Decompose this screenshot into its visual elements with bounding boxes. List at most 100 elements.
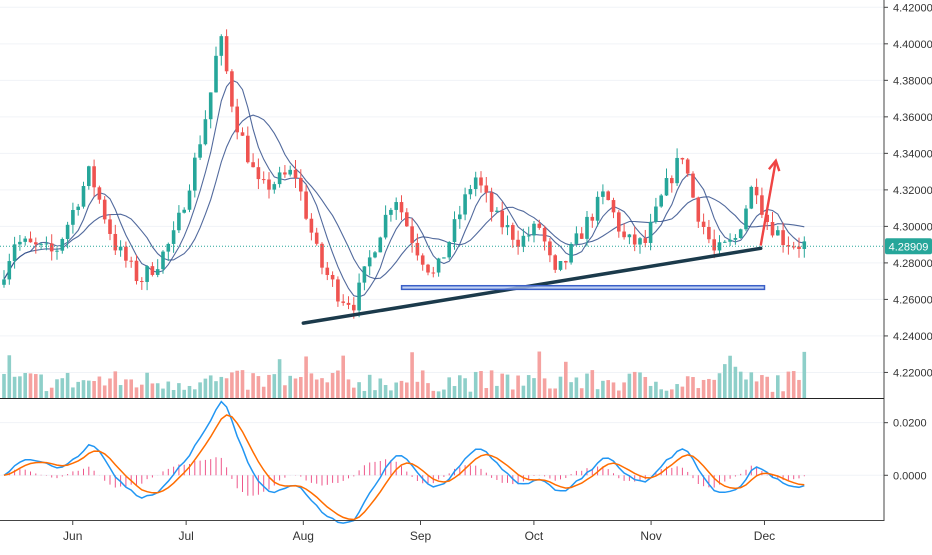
candle-body	[134, 260, 139, 282]
volume-bar	[431, 390, 436, 398]
candle-body	[691, 173, 695, 198]
candle	[108, 214, 112, 241]
candle	[723, 240, 727, 243]
candle-body	[521, 235, 526, 247]
price-tick-label: 4.26000	[893, 294, 932, 306]
volume-bar	[150, 383, 155, 398]
candle	[611, 197, 616, 219]
candle-body	[352, 304, 356, 311]
volume-bar	[802, 351, 807, 398]
volume-bar	[680, 386, 685, 398]
volume-bar	[71, 387, 75, 398]
volume-bar	[140, 384, 144, 398]
volume-bar	[28, 373, 33, 398]
volume-bar	[113, 371, 118, 398]
candle	[776, 225, 780, 236]
volume-bar	[346, 379, 351, 398]
candle	[171, 221, 176, 253]
candle-body	[113, 233, 118, 251]
time-tick-label: Dec	[754, 529, 775, 543]
volume-bar	[240, 370, 245, 398]
candle-body	[208, 92, 213, 120]
candle-body	[463, 194, 467, 215]
candle-body	[468, 189, 473, 195]
candle-body	[537, 223, 542, 228]
candle-body	[797, 246, 801, 249]
volume-bar	[18, 376, 22, 398]
volume-bar	[23, 372, 27, 398]
candle-body	[442, 257, 446, 259]
candle-body	[447, 242, 451, 258]
candle	[230, 69, 234, 113]
candle-body	[12, 244, 17, 262]
candle	[65, 221, 70, 249]
volume-bar	[601, 380, 605, 398]
candle	[670, 175, 674, 193]
candle-body	[749, 186, 754, 209]
volume-bar	[606, 380, 610, 398]
candle	[71, 202, 75, 234]
candle-body	[55, 250, 59, 252]
volume-bar	[717, 373, 722, 398]
candle	[288, 165, 292, 177]
volume-bar	[436, 391, 441, 398]
candle-body	[383, 214, 388, 238]
candle	[240, 127, 245, 137]
candle	[87, 165, 91, 190]
candle	[749, 185, 754, 210]
volume-bar	[712, 379, 716, 398]
time-tick-label: Oct	[525, 529, 544, 543]
candle-body	[595, 196, 600, 221]
volume-bar	[161, 388, 165, 398]
candle-body	[203, 119, 208, 145]
volume-bar	[776, 375, 780, 398]
candle-body	[65, 224, 70, 239]
candle-body	[728, 239, 732, 242]
candle	[632, 226, 637, 252]
volume-bar	[224, 378, 229, 398]
candle-body	[304, 191, 308, 219]
candle-body	[760, 195, 764, 215]
volume-bar	[664, 390, 669, 398]
moving-averages	[3, 79, 805, 298]
candle	[701, 213, 706, 235]
volume-bar	[632, 371, 637, 398]
volume-bar	[352, 387, 356, 398]
volume-bar	[267, 374, 271, 398]
volume-bar	[452, 386, 457, 398]
candle-body	[436, 258, 441, 273]
candle	[394, 197, 398, 220]
candle	[299, 169, 303, 201]
volume-bar	[81, 380, 86, 398]
candle	[415, 233, 420, 261]
candle	[511, 222, 515, 248]
volume-bar	[309, 373, 314, 398]
candle	[516, 230, 520, 255]
volume-bar	[701, 379, 706, 398]
candle	[28, 231, 33, 243]
volume-bar	[797, 379, 801, 398]
candle	[590, 213, 595, 228]
candle-body	[346, 302, 351, 305]
candle-body	[177, 212, 181, 231]
candle-body	[738, 229, 743, 239]
candle	[34, 237, 38, 254]
volume-bar	[214, 381, 218, 398]
candle-body	[574, 233, 579, 244]
candle-body	[399, 202, 404, 213]
price-tick-label: 4.42000	[893, 2, 932, 14]
candle-body	[606, 191, 610, 201]
volume-bar	[193, 389, 197, 398]
volume-bar	[76, 381, 80, 398]
volume-bar	[65, 372, 70, 398]
candle	[7, 253, 12, 285]
volume-bar	[145, 372, 149, 398]
candle	[791, 241, 796, 250]
candle	[55, 247, 59, 260]
volume-bar	[500, 373, 504, 398]
candle	[744, 205, 748, 232]
candle	[367, 250, 372, 276]
candle-body	[638, 238, 642, 245]
candle	[595, 191, 600, 227]
